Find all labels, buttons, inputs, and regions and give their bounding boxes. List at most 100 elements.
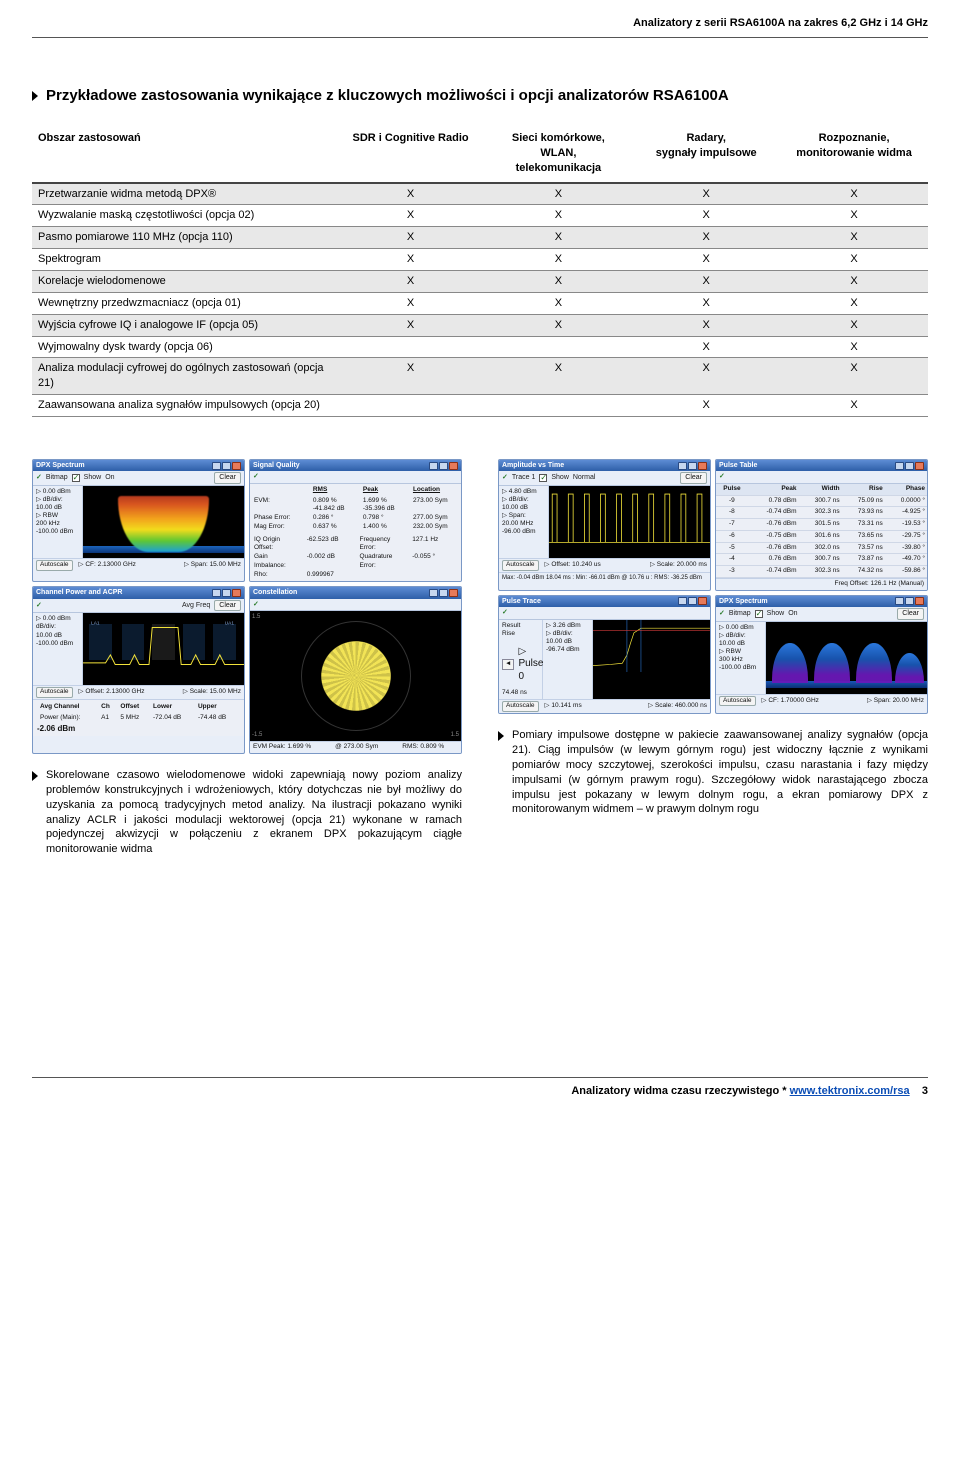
maximize-icon[interactable] [222, 589, 231, 597]
panel-title: DPX Spectrum [719, 597, 768, 606]
close-icon[interactable] [698, 462, 707, 470]
autoscale-button[interactable]: Autoscale [36, 687, 73, 698]
table-row: Zaawansowana analiza sygnałów impulsowyc… [32, 395, 928, 417]
clear-button[interactable]: Clear [680, 472, 707, 483]
minimize-icon[interactable] [212, 589, 221, 597]
cell [337, 336, 485, 358]
close-icon[interactable] [449, 589, 458, 597]
autoscale-button[interactable]: Autoscale [502, 701, 539, 712]
cell: X [780, 205, 928, 227]
label-result: Result [502, 622, 539, 630]
cell: X [780, 336, 928, 358]
pt-cell: -7 [716, 519, 748, 531]
cell: X [337, 292, 485, 314]
pt-row: -8-0.74 dBm302.3 ns73.93 ns-4.925 ° [716, 507, 927, 519]
axis-tl: 1.5 [252, 613, 260, 621]
maximize-icon[interactable] [905, 462, 914, 470]
cell: X [780, 227, 928, 249]
clear-button[interactable]: Clear [897, 608, 924, 619]
autoscale-button[interactable]: Autoscale [719, 696, 756, 707]
autoscale-button[interactable]: Autoscale [36, 560, 73, 571]
pt-cell: -4 [716, 554, 748, 566]
status-freqoffset: Freq Offset: 126.1 Hz (Manual) [835, 580, 924, 589]
pt-cell: -0.74 dBm [748, 566, 799, 578]
minimize-icon[interactable] [895, 462, 904, 470]
prev-button[interactable]: ◄ [502, 659, 514, 669]
status-offset: ▷ 10.141 ms [545, 702, 582, 711]
label-on: On [788, 609, 797, 618]
running-header: Analizatory z serii RSA6100A na zakres 6… [32, 16, 928, 31]
readout-line: -96.74 dBm [546, 646, 589, 654]
readout-line: 20.00 MHz [502, 520, 545, 528]
footer-link[interactable]: www.tektronix.com/rsa [790, 1085, 910, 1097]
show-checkbox[interactable] [755, 610, 763, 618]
plot-area [549, 486, 710, 558]
status-bar: EVM Peak: 1.699 %@ 273.00 SymRMS: 0.809 … [250, 741, 461, 753]
panel-pulse-table: Pulse Table ✓ PulsePeakWidthRisePhase-90… [715, 459, 928, 591]
readout-line: 10.00 dB [719, 640, 762, 648]
sq-cell: Mag Error: [254, 523, 307, 532]
row-label: Wyzwalanie maską częstotliwości (opcja 0… [32, 205, 337, 227]
close-icon[interactable] [232, 462, 241, 470]
acpr-cell: Power (Main): [37, 713, 98, 724]
show-checkbox[interactable] [72, 474, 80, 482]
sq-cell: -35.396 dB [363, 505, 407, 514]
readout-line: -100.00 dBm [36, 528, 79, 536]
maximize-icon[interactable] [688, 597, 697, 605]
cell: X [484, 205, 632, 227]
cell: X [780, 183, 928, 205]
cell: X [337, 183, 485, 205]
minimize-icon[interactable] [429, 462, 438, 470]
minimize-icon[interactable] [212, 462, 221, 470]
readout-line: ▷ dB/div: [36, 496, 79, 504]
table-body: PulsePeakWidthRisePhase-90.78 dBm300.7 n… [716, 484, 927, 578]
pt-cell: 75.09 ns [842, 495, 885, 507]
autoscale-button[interactable]: Autoscale [502, 560, 539, 571]
close-icon[interactable] [915, 462, 924, 470]
pt-col-header: Rise [842, 484, 885, 495]
sq-cell: 0.798 ° [363, 514, 407, 523]
close-icon[interactable] [232, 589, 241, 597]
show-checkbox[interactable] [539, 474, 547, 482]
table-header: SDR i Cognitive Radio [337, 128, 485, 183]
maximize-icon[interactable] [905, 597, 914, 605]
triangle-right-icon [32, 91, 38, 101]
minimize-icon[interactable] [429, 589, 438, 597]
maximize-icon[interactable] [222, 462, 231, 470]
clear-button[interactable]: Clear [214, 600, 241, 611]
triangle-right-icon [498, 731, 504, 741]
pt-cell: 301.5 ns [799, 519, 842, 531]
close-icon[interactable] [449, 462, 458, 470]
readout-line: ▷ dB/div: [546, 630, 589, 638]
minimize-icon[interactable] [678, 462, 687, 470]
check-icon: ✓ [36, 601, 42, 610]
table-row: SpektrogramXXXX [32, 249, 928, 271]
acpr-col-header: Ch [98, 702, 117, 713]
readout-line: -96.00 dBm [502, 528, 545, 536]
minimize-icon[interactable] [678, 597, 687, 605]
close-icon[interactable] [915, 597, 924, 605]
close-icon[interactable] [698, 597, 707, 605]
sq-cell: 277.00 Sym [413, 514, 457, 523]
status-item: RMS: 0.809 % [402, 743, 444, 752]
table-row: Analiza modulacji cyfrowej do ogólnych z… [32, 358, 928, 395]
minimize-icon[interactable] [895, 597, 904, 605]
acpr-col-header: Avg Channel [37, 702, 98, 713]
maximize-icon[interactable] [688, 462, 697, 470]
acpr-cell: 5 MHz [117, 713, 150, 724]
readout-line: 10.00 dB [36, 632, 79, 640]
y-axis-readout: ▷ 0.00 dBm▷ dB/div:10.00 dB▷ RBW200 kHz-… [33, 486, 83, 558]
panel-dpx-spectrum-2: DPX Spectrum ✓ Bitmap Show On Clear ▷ 0.… [715, 595, 928, 715]
pt-cell: 301.6 ns [799, 530, 842, 542]
pt-row: -90.78 dBm300.7 ns75.09 ns0.0000 ° [716, 495, 927, 507]
cell: X [337, 271, 485, 293]
label-rise: Rise [502, 630, 539, 638]
clear-button[interactable]: Clear [214, 472, 241, 483]
sq-cell: 1.699 % [363, 497, 407, 506]
sq-cell: -41.842 dB [313, 505, 357, 514]
sq-cell: 0.637 % [313, 523, 357, 532]
cell: X [632, 249, 780, 271]
maximize-icon[interactable] [439, 589, 448, 597]
sq-cell: Phase Error: [254, 514, 307, 523]
maximize-icon[interactable] [439, 462, 448, 470]
